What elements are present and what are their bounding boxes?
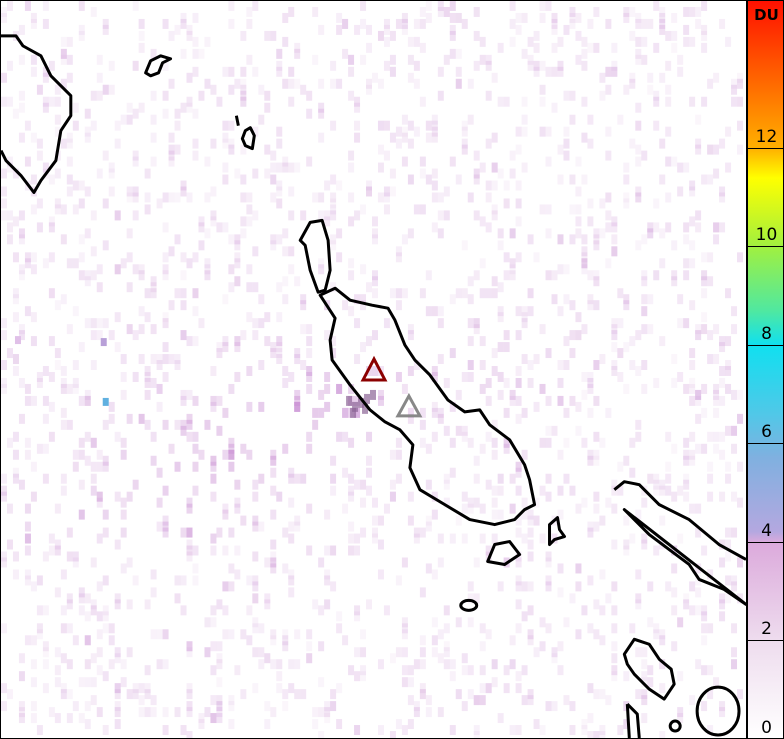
so2-enhanced-pixel [370,389,376,400]
colorbar-tick [748,246,784,248]
colorbar-tick [748,147,784,149]
colorbar: DU 0 2 4 6 8 10 12 [747,0,784,739]
so2-enhanced-pixel [350,407,357,418]
colorbar-tick-label: 0 [761,718,772,738]
volcano-marker-gray-triangle [395,392,423,418]
so2-enhanced-pixel [346,395,353,406]
colorbar-tick [748,443,784,445]
colorbar-tick-label: 8 [761,323,772,344]
so2-pixel-field [1,1,743,738]
so2-enhanced-pixel [362,403,369,414]
coastline-north-island [298,218,332,294]
coastline-islet [668,719,682,733]
coastline-islet [625,703,641,738]
so2-enhanced-pixel [358,397,365,408]
colorbar-tick [748,640,784,642]
colorbar-tick-label: 6 [761,422,772,443]
coastline-main-island [318,286,537,527]
volcano-marker-red-triangle [360,355,388,382]
colorbar-tick [748,344,784,346]
colorbar-tick-label: 4 [761,520,772,541]
coastline-east-island [613,480,746,606]
coastline-islet [486,540,522,566]
coastline-northwest-island [1,34,73,194]
coastline-islet [459,598,479,612]
coastline-southeast-island [622,637,676,701]
so2-enhanced-pixel [364,393,371,404]
colorbar-unit-label: DU [754,6,779,24]
coastline-small-island [144,54,173,78]
coastline-southeast-island [695,685,741,737]
coastline-islet [234,115,256,151]
coastline-islet [548,516,566,547]
colorbar-tick-label: 2 [761,619,772,640]
map-panel [0,0,747,739]
colorbar-tick-label: 12 [755,126,778,147]
so2-enhanced-pixel [352,401,359,412]
colorbar-tick [748,541,784,543]
colorbar-tick-label: 10 [755,225,778,246]
